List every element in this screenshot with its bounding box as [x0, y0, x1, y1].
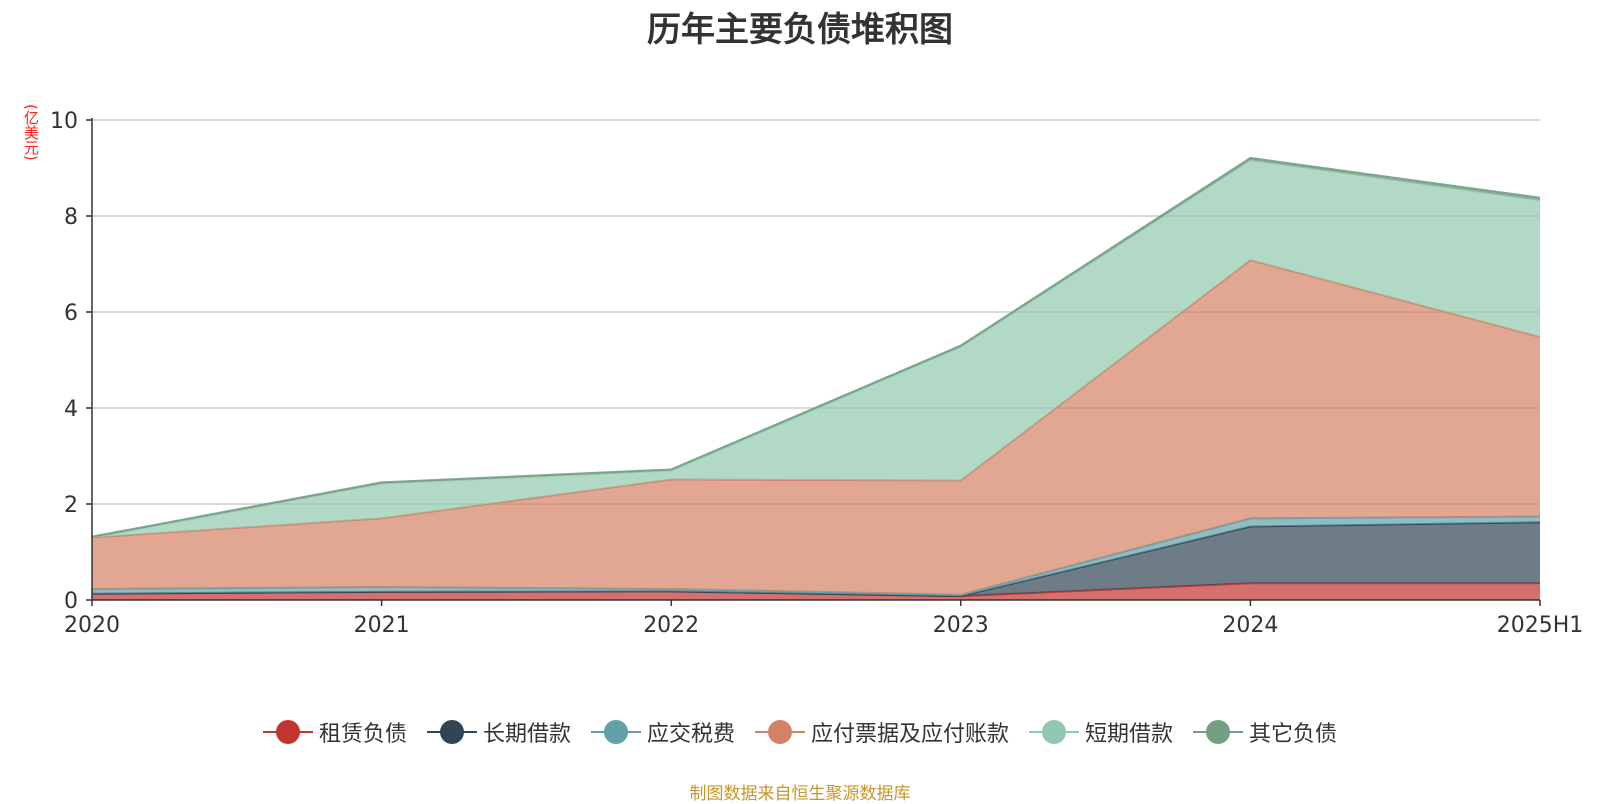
x-tick-label-2024: 2024: [1222, 613, 1278, 638]
legend-marker-icon: [755, 720, 805, 744]
legend-marker-icon: [1193, 720, 1244, 744]
legend-item-应付票据及应付账款[interactable]: 应付票据及应付账款: [755, 716, 1009, 748]
legend-marker-icon: [1029, 720, 1080, 744]
legend-item-长期借款[interactable]: 长期借款: [426, 716, 571, 748]
area-长期借款: [92, 522, 1540, 597]
y-axis-unit-label: (亿美元): [22, 104, 40, 161]
area-series: [91, 156, 1541, 600]
legend-marker-icon: [590, 720, 641, 744]
legend-item-租赁负债[interactable]: 租赁负债: [262, 716, 407, 748]
area-应付票据及应付账款: [92, 260, 1540, 595]
y-tick-label-10: 10: [50, 109, 78, 134]
legend-label: 长期借款: [482, 722, 571, 747]
line-其它负债: [91, 156, 1541, 538]
chart-title: 历年主要负债堆积图: [647, 10, 953, 50]
x-tick-label-2022: 2022: [643, 613, 699, 638]
source-note: 制图数据来自恒生聚源数据库: [689, 784, 911, 804]
x-tick-label-2025H1: 2025H1: [1497, 613, 1584, 638]
y-tick-label-4: 4: [64, 397, 78, 422]
y-tick-label-0: 0: [64, 589, 78, 614]
stacked-area-chart: 0 2 4 6 8 10 2020 2021 2022 2023 2024 2025H1: [50, 109, 1583, 638]
y-tick-label-8: 8: [64, 205, 78, 230]
y-tick-label-2: 2: [64, 493, 78, 518]
x-tick-label-2020: 2020: [64, 613, 120, 638]
legend: 租赁负债 长期借款 应交税费 应付票据及应付账款 短期借款 其它负债: [0, 716, 1600, 748]
y-tick-label-6: 6: [64, 301, 78, 326]
area-短期借款: [92, 159, 1540, 538]
axes: [86, 118, 1541, 606]
x-tick-label-2023: 2023: [933, 613, 989, 638]
legend-marker-icon: [262, 720, 313, 744]
tick-labels: 0 2 4 6 8 10 2020 2021 2022 2023 2024 2025H1: [50, 109, 1583, 638]
x-tick-label-2021: 2021: [354, 613, 410, 638]
legend-label: 租赁负债: [318, 722, 407, 747]
legend-label: 应付票据及应付账款: [811, 722, 1010, 747]
legend-label: 应交税费: [646, 722, 735, 747]
legend-item-其它负债[interactable]: 其它负债: [1193, 716, 1337, 748]
legend-label: 短期借款: [1085, 722, 1174, 747]
legend-label: 其它负债: [1249, 722, 1338, 747]
legend-marker-icon: [426, 720, 477, 744]
legend-item-短期借款[interactable]: 短期借款: [1029, 716, 1173, 748]
legend-item-应交税费[interactable]: 应交税费: [590, 716, 735, 748]
